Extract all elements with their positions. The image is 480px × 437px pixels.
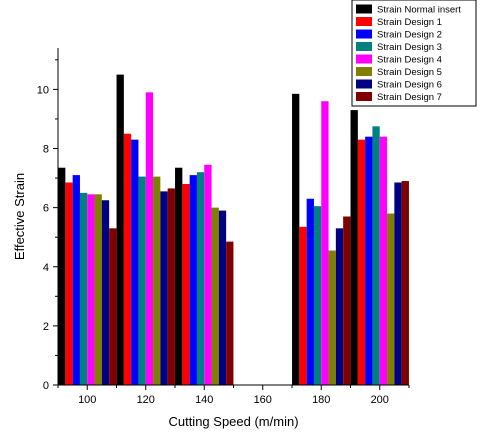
x-tick-label: 140 (195, 394, 213, 406)
axes-group: 0 2 4 6 8 10 100 120 140 160 180 200 (37, 48, 410, 406)
y-tick-label: 10 (37, 84, 49, 96)
bar-strain-normal-insert-200 (350, 110, 358, 385)
bar-strain-design-5-140 (211, 207, 219, 385)
bar-strain-normal-insert-120 (116, 74, 124, 386)
bar-strain-normal-insert-180 (292, 93, 300, 385)
bar-strain-design-6-100 (101, 200, 110, 385)
bar-strain-design-4-200 (379, 136, 388, 385)
legend-swatch (356, 4, 372, 14)
legend-label: Strain Design 2 (377, 30, 442, 41)
bar-strain-design-6-120 (160, 191, 168, 385)
legend-label: Strain Design 4 (377, 55, 442, 66)
legend-swatch (356, 54, 372, 64)
bar-strain-design-2-120 (131, 139, 139, 385)
y-axis-title: Effective Strain (12, 173, 27, 260)
bar-strain-design-3-200 (372, 126, 380, 385)
bar-strain-design-3-140 (196, 172, 205, 385)
bar-strain-design-5-200 (387, 213, 395, 385)
bar-strain-design-2-200 (365, 136, 373, 385)
bar-strain-design-5-100 (94, 194, 102, 385)
x-tick-label: 180 (312, 394, 330, 406)
bar-strain-design-5-120 (153, 176, 161, 385)
bar-strain-design-3-100 (79, 192, 88, 385)
bar-strain-design-3-120 (138, 176, 146, 385)
bar-strain-design-1-180 (299, 226, 307, 385)
legend-label: Strain Normal insert (377, 5, 461, 16)
bar-strain-design-7-120 (167, 188, 175, 385)
bar-strain-design-1-100 (65, 182, 73, 385)
legend-label: Strain Design 6 (377, 80, 442, 91)
y-tick-label: 6 (43, 203, 49, 215)
legend-label: Strain Design 3 (377, 42, 442, 53)
y-tick-label: 0 (43, 380, 49, 392)
bar-strain-design-7-100 (109, 228, 117, 385)
bar-strain-design-4-140 (204, 164, 212, 385)
bar-strain-design-2-180 (306, 198, 314, 385)
x-tick-label: 200 (371, 394, 389, 406)
bar-strain-design-3-180 (313, 206, 322, 385)
bar-strain-design-5-180 (328, 250, 336, 385)
bar-strain-design-7-180 (343, 216, 351, 385)
legend-box (351, 0, 477, 107)
bar-strain-normal-insert-140 (175, 167, 183, 385)
bar-strain-design-2-140 (189, 175, 197, 385)
bar-strain-design-6-200 (394, 182, 402, 385)
x-tick-label: 160 (254, 394, 272, 406)
bar-strain-normal-insert-100 (58, 167, 66, 385)
legend-label: Strain Design 7 (377, 92, 442, 103)
x-axis-title: Cutting Speed (m/min) (168, 414, 298, 429)
bar-strain-design-7-200 (401, 181, 409, 385)
bars-group (58, 74, 409, 386)
legend-label: Strain Design 5 (377, 67, 442, 78)
bar-strain-design-6-140 (218, 210, 227, 385)
y-tick-label: 8 (43, 144, 49, 156)
legend-label: Strain Design 1 (377, 17, 442, 28)
legend-swatch (356, 67, 372, 76)
x-tick-label: 120 (137, 394, 155, 406)
legend-swatch (356, 17, 372, 26)
bar-strain-design-7-140 (226, 241, 234, 385)
legend-swatch (356, 42, 372, 51)
bar-strain-design-6-180 (335, 228, 344, 385)
bar-strain-design-4-180 (321, 101, 329, 386)
y-tick-label: 2 (43, 321, 49, 333)
legend-swatch (356, 92, 372, 101)
y-tick-label: 4 (43, 262, 49, 274)
bar-strain-design-4-120 (145, 92, 154, 385)
bar-strain-design-1-140 (182, 183, 190, 385)
x-tick-label: 100 (78, 394, 96, 406)
legend-swatch (356, 29, 372, 39)
bar-strain-design-2-100 (72, 175, 80, 385)
legend-swatch (356, 79, 372, 89)
bar-strain-design-1-120 (123, 133, 132, 385)
bar-strain-design-1-200 (357, 139, 366, 385)
bar-strain-design-4-100 (87, 194, 95, 385)
